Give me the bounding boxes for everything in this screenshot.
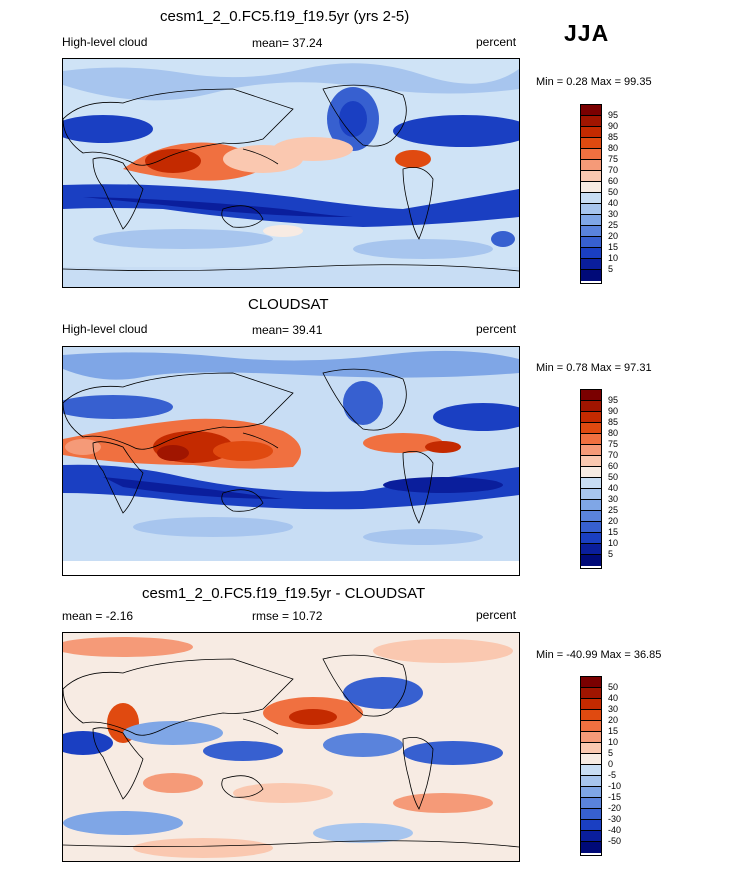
cbar-label: 30 (608, 494, 619, 504)
panel-3-colorbar (580, 676, 602, 856)
cbar-label: 30 (608, 209, 619, 219)
cbar-label: 15 (608, 242, 619, 252)
panel-1-units-label: percent (476, 35, 517, 49)
panel-1-minmax: Min = 0.28 Max = 99.35 (536, 76, 652, 88)
panel-3-map (62, 632, 520, 862)
cbar-label: 70 (608, 450, 619, 460)
panel-1-map (62, 58, 520, 288)
cbar-label: 60 (608, 461, 619, 471)
panel-1-colorbar (580, 104, 602, 284)
cbar-label: -10 (608, 781, 622, 791)
cbar-label: 50 (608, 472, 619, 482)
cbar-label: -5 (608, 770, 617, 780)
panel-2-units-label: percent (476, 322, 517, 336)
cbar-label: 10 (608, 253, 619, 263)
cbar-label: 15 (608, 726, 619, 736)
cbar-label: 20 (608, 715, 619, 725)
cbar-label: 50 (608, 682, 619, 692)
panel-3-units-label: percent (476, 608, 517, 622)
cbar-label: 10 (608, 538, 619, 548)
cbar-label: 5 (608, 264, 614, 274)
cbar-label: 75 (608, 439, 619, 449)
cbar-label: 40 (608, 693, 619, 703)
cbar-label: 90 (608, 406, 619, 416)
cbar-label: 85 (608, 132, 619, 142)
cbar-label: 80 (608, 143, 619, 153)
panel-2-variable-label: High-level cloud (62, 322, 148, 336)
cbar-label: 85 (608, 417, 619, 427)
panel-3-minmax: Min = -40.99 Max = 36.85 (536, 649, 662, 661)
cbar-label: 20 (608, 231, 619, 241)
panel-3-rmse-label: rmse = 10.72 (252, 609, 323, 623)
season-label: JJA (564, 20, 610, 46)
cbar-label: 90 (608, 121, 619, 131)
cbar-label: 40 (608, 483, 619, 493)
cbar-label: 20 (608, 516, 619, 526)
panel-3-mean-label: mean = -2.16 (62, 609, 134, 623)
cbar-label: 95 (608, 110, 619, 120)
cbar-label: 30 (608, 704, 619, 714)
panel-1-mean-label: mean= 37.24 (252, 36, 323, 50)
cbar-label: 50 (608, 187, 619, 197)
panel-2-colorbar (580, 389, 602, 569)
cbar-label: 95 (608, 395, 619, 405)
cbar-label: -40 (608, 825, 622, 835)
panel-3-title: cesm1_2_0.FC5.f19_f19.5yr - CLOUDSAT (142, 585, 426, 602)
cbar-label: 80 (608, 428, 619, 438)
cbar-label: 0 (608, 759, 614, 769)
cbar-label: 60 (608, 176, 619, 186)
cbar-label: 5 (608, 549, 614, 559)
cbar-label: 10 (608, 737, 619, 747)
cbar-label: -30 (608, 814, 622, 824)
cbar-label: 15 (608, 527, 619, 537)
panel-1-title: cesm1_2_0.FC5.f19_f19.5yr (yrs 2-5) (160, 8, 410, 25)
cbar-label: 70 (608, 165, 619, 175)
panel-2-mean-label: mean= 39.41 (252, 323, 323, 337)
cbar-label: 40 (608, 198, 619, 208)
cbar-label: 5 (608, 748, 614, 758)
cbar-label: -15 (608, 792, 622, 802)
panel-2-minmax: Min = 0.78 Max = 97.31 (536, 362, 652, 374)
cbar-label: 25 (608, 505, 619, 515)
panel-2-map (62, 346, 520, 576)
cbar-label: -20 (608, 803, 622, 813)
cbar-label: -50 (608, 836, 622, 846)
cbar-label: 25 (608, 220, 619, 230)
panel-1-variable-label: High-level cloud (62, 35, 148, 49)
panel-2-title: CLOUDSAT (248, 296, 329, 313)
cbar-label: 75 (608, 154, 619, 164)
